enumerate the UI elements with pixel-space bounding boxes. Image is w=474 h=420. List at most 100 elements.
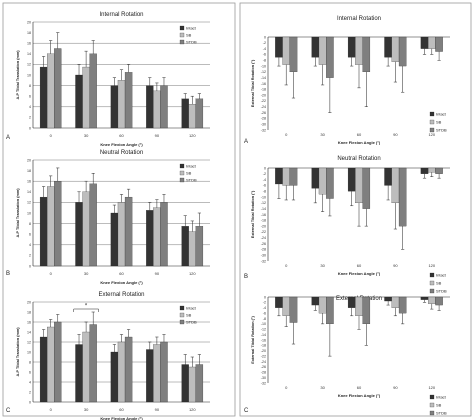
y-tick-label: -22 bbox=[261, 99, 266, 103]
bar-sb-30 bbox=[318, 167, 327, 195]
y-tick-label: 0 bbox=[264, 295, 266, 299]
bar-sb-30 bbox=[318, 36, 327, 65]
y-tick-label: -8 bbox=[263, 317, 266, 321]
y-tick-label: 0 bbox=[29, 264, 31, 268]
chart-right-external: External Rotation0-2-4-6-8-10-12-14-16-1… bbox=[244, 295, 450, 416]
y-tick-label: -30 bbox=[261, 253, 266, 257]
chart-title: Internal Rotation bbox=[99, 12, 143, 18]
panel-letter: C bbox=[6, 408, 11, 414]
bar-stdb-30 bbox=[326, 167, 334, 199]
bar-sb-30 bbox=[82, 191, 90, 267]
bar-sb-30 bbox=[82, 331, 90, 403]
left-figure-frame bbox=[2, 2, 236, 417]
bar-sb-120 bbox=[188, 231, 196, 267]
legend-swatch-intact bbox=[429, 394, 435, 400]
bar-intact-60 bbox=[110, 85, 119, 129]
legend-label-intact: Intact bbox=[186, 164, 197, 169]
chart-title: Internal Rotation bbox=[337, 16, 381, 22]
y-tick-label: -6 bbox=[263, 53, 266, 57]
bar-stdb-0 bbox=[54, 181, 62, 267]
bar-sb-120 bbox=[428, 36, 436, 49]
y-tick-label: 18 bbox=[27, 310, 31, 314]
x-tick-label: 60 bbox=[357, 263, 362, 268]
x-tick-label: 60 bbox=[119, 407, 124, 412]
y-tick-label: -32 bbox=[261, 381, 266, 385]
legend-label-sb: SB bbox=[436, 120, 442, 125]
y-tick-label: 4 bbox=[29, 380, 31, 384]
bar-stdb-0 bbox=[289, 296, 298, 323]
bar-intact-120 bbox=[181, 364, 189, 403]
bar-sb-90 bbox=[153, 207, 161, 267]
right-figure-frame bbox=[239, 2, 472, 417]
bar-intact-90 bbox=[384, 36, 392, 58]
x-tick-label: 60 bbox=[357, 132, 362, 137]
bar-stdb-90 bbox=[398, 296, 407, 314]
y-tick-label: -14 bbox=[261, 333, 266, 337]
y-tick-label: 16 bbox=[27, 180, 31, 184]
bar-intact-30 bbox=[311, 296, 320, 306]
y-tick-label: 16 bbox=[27, 320, 31, 324]
bar-stdb-60 bbox=[124, 72, 133, 129]
x-tick-label: 60 bbox=[119, 133, 124, 138]
bar-sb-60 bbox=[355, 296, 363, 316]
y-axis-label: A-P Tibial Translation (mm) bbox=[16, 188, 20, 238]
x-tick-label: 0 bbox=[285, 385, 288, 390]
y-tick-label: 2 bbox=[29, 116, 31, 120]
y-tick-label: 12 bbox=[27, 201, 31, 205]
y-tick-label: -28 bbox=[261, 248, 266, 252]
bar-stdb-30 bbox=[89, 324, 97, 403]
y-tick-label: 18 bbox=[27, 31, 31, 35]
y-tick-label: -26 bbox=[261, 242, 266, 246]
legend-swatch-stdb bbox=[429, 288, 435, 294]
y-tick-label: 0 bbox=[264, 166, 266, 170]
legend-swatch-sb bbox=[429, 119, 435, 125]
bar-sb-90 bbox=[153, 344, 161, 403]
legend-label-sb: SB bbox=[186, 171, 192, 176]
y-tick-label: -6 bbox=[263, 311, 266, 315]
bar-sb-90 bbox=[391, 167, 400, 203]
legend-swatch-intact bbox=[179, 25, 185, 31]
bar-stdb-90 bbox=[160, 341, 168, 403]
legend-swatch-intact bbox=[429, 272, 435, 278]
y-tick-label: 14 bbox=[27, 190, 31, 194]
legend-label-sb: SB bbox=[436, 403, 442, 408]
y-tick-label: 0 bbox=[29, 400, 31, 404]
y-tick-label: -24 bbox=[261, 105, 266, 109]
legend-swatch-stdb bbox=[179, 319, 185, 325]
bar-intact-30 bbox=[75, 74, 83, 129]
legend-label-stdb: STDB bbox=[186, 40, 197, 45]
bar-intact-90 bbox=[384, 296, 392, 302]
y-tick-label: 0 bbox=[29, 126, 31, 130]
x-tick-label: 120 bbox=[189, 407, 196, 412]
bar-sb-0 bbox=[282, 36, 290, 65]
bar-intact-30 bbox=[75, 202, 83, 267]
x-tick-label: 30 bbox=[320, 385, 325, 390]
y-tick-label: -6 bbox=[263, 184, 266, 188]
bar-intact-60 bbox=[347, 167, 356, 192]
x-tick-label: 90 bbox=[155, 407, 160, 412]
bar-sb-90 bbox=[391, 296, 400, 308]
bar-intact-0 bbox=[39, 196, 48, 267]
y-tick-label: -32 bbox=[261, 128, 266, 132]
y-tick-label: 2 bbox=[29, 390, 31, 394]
bar-intact-120 bbox=[420, 167, 429, 174]
bar-sb-0 bbox=[47, 326, 55, 403]
legend-label-intact: Intact bbox=[186, 306, 197, 311]
legend-label-intact: Intact bbox=[186, 26, 197, 31]
bar-intact-0 bbox=[39, 66, 48, 129]
y-tick-label: -30 bbox=[261, 122, 266, 126]
y-tick-label: -10 bbox=[261, 195, 266, 199]
bar-stdb-120 bbox=[195, 364, 204, 403]
y-tick-label: 12 bbox=[27, 63, 31, 67]
legend-label-sb: SB bbox=[436, 281, 442, 286]
bar-intact-30 bbox=[75, 344, 83, 403]
bar-sb-120 bbox=[188, 104, 196, 129]
bar-sb-0 bbox=[282, 296, 290, 316]
bar-stdb-30 bbox=[89, 53, 97, 129]
x-tick-label: 120 bbox=[189, 133, 196, 138]
y-tick-label: 20 bbox=[27, 20, 31, 24]
y-tick-label: -16 bbox=[261, 82, 266, 86]
y-tick-label: -2 bbox=[263, 172, 266, 176]
x-tick-label: 90 bbox=[393, 385, 398, 390]
legend-label-intact: Intact bbox=[436, 112, 447, 117]
